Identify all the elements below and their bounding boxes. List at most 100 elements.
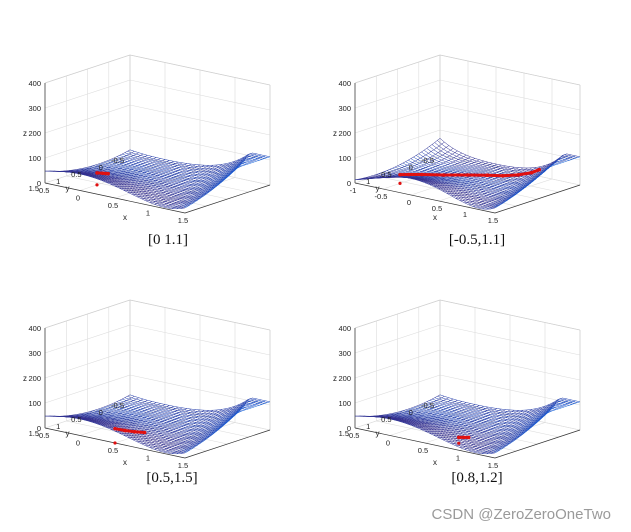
minimum-marker [398,181,402,185]
x-tick-label: 0.5 [432,204,442,213]
caption-plot-3: [0.5,1.5] [146,470,198,486]
x-tick-label: 0.5 [418,446,428,455]
surface-mesh [354,394,581,455]
trajectory-point [456,435,461,440]
z-tick-label: 200 [28,129,41,138]
surface-plot-3: 0 100 200 300 400 -0.5 0 0.5 1 1.5 -0.5 0 0.5 1 1.5 z x y [23,285,300,470]
x-tick-label: -0.5 [37,431,50,440]
y-tick-label: 0 [409,408,413,417]
minimum-marker [457,441,461,445]
x-tick-label: 0 [76,194,80,203]
y-tick-label: 1.5 [29,429,39,438]
trajectory-point [100,171,105,176]
y-tick-label: -0.5 [421,401,434,410]
y-tick-label: 0 [409,163,413,172]
trajectory-point [420,172,424,177]
x-tick-label: -1 [350,186,357,195]
surface-plot-2: 0 100 200 300 400 -1 -0.5 0 0.5 1 1.5 -0.5 0 0.5 1 z x y [333,40,610,225]
trajectory-point [113,426,117,431]
y-tick-label: 0 [99,163,103,172]
trajectory-point [461,435,466,440]
trajectory-point [95,171,99,175]
y-tick-label: -0.5 [421,156,434,165]
surface-plot-1: 0 100 200 300 400 -0.5 0 0.5 1 1.5 -0.5 0 0.5 1 1.5 z x y [23,40,300,225]
y-tick-label: 1 [366,177,370,186]
surface-svg: 0 100 200 300 400 -1 -0.5 0 0.5 1 1.5 -0.5 0 0.5 1 z x y [333,54,581,225]
y-tick-label: 1.5 [29,184,39,193]
x-tick-label: 1.5 [178,461,188,470]
trajectory [113,426,147,445]
axes-lines [354,83,581,214]
trajectory-point [516,173,520,177]
y-axis-label: y [66,429,70,438]
trajectory-point [441,173,446,177]
y-axis-label: y [376,184,380,193]
trajectory-line [113,427,147,434]
y-tick-label: -0.5 [111,401,124,410]
x-tick-label: -0.5 [37,186,50,195]
x-tick-label: 1.5 [178,216,188,225]
y-tick-label: 1 [56,177,60,186]
z-tick-label: 100 [28,399,41,408]
z-tick-label: 0 [37,179,41,188]
trajectory-point [106,171,110,176]
z-tick-label: 100 [338,154,351,163]
trajectory-point [398,172,402,177]
z-tick-label: 200 [28,374,41,383]
trajectory [456,435,471,445]
x-tick-label: 1 [146,454,150,463]
y-tick-label: 0.5 [381,170,391,179]
x-tick-label: 1 [463,210,467,219]
x-tick-label: 1.5 [488,461,498,470]
surface-mesh [44,394,271,455]
trajectory [95,171,110,187]
y-tick-label: -0.5 [111,156,124,165]
trajectory-point [537,167,542,172]
z-axis-label: z [23,129,27,138]
x-tick-label: -0.5 [347,431,360,440]
y-tick-label: 0 [99,408,103,417]
trajectory-point [465,173,470,177]
y-tick-label: 1 [56,422,60,431]
z-tick-label: 0 [347,179,351,188]
minimum-marker [95,183,99,187]
surface-plot-4: 0 100 200 300 400 -0.5 0 0.5 1 1.5 -0.5 0 0.5 1 1.5 z x y [333,285,610,470]
x-tick-label: 0 [76,439,80,448]
x-tick-label: 0 [386,439,390,448]
z-axis-label: z [23,374,27,383]
axes-grid [354,54,581,214]
caption-plot-4: [0.8,1.2] [451,470,503,486]
z-tick-label: 300 [28,349,41,358]
trajectory-point [466,435,471,440]
y-tick-label: 0.5 [381,415,391,424]
z-axis-label: z [333,374,337,383]
x-axis-label: x [433,458,437,467]
z-tick-label: 200 [338,129,351,138]
minimum-marker [113,441,117,445]
trajectory-point [132,429,137,434]
trajectory-point [123,428,127,433]
trajectory-point [500,174,505,178]
x-tick-label: 1 [456,454,460,463]
z-tick-label: 300 [338,349,351,358]
axes-lines [354,328,581,459]
tick-labels: 0 100 200 300 400 -1 -0.5 0 0.5 1 1.5 -0.5 0 0.5 1 [338,79,498,225]
trajectory-point [142,430,147,435]
z-tick-label: 0 [37,424,41,433]
z-tick-label: 0 [347,424,351,433]
axes-lines [44,83,271,214]
y-tick-label: 0.5 [71,170,81,179]
x-axis-label: x [123,458,127,467]
x-tick-label: 0 [407,198,411,207]
x-tick-label: 0.5 [108,446,118,455]
z-tick-label: 400 [338,324,351,333]
z-tick-label: 100 [28,154,41,163]
x-tick-label: 1.5 [488,216,498,225]
trajectory-line [398,168,541,178]
z-tick-label: 400 [28,79,41,88]
y-tick-label: 1.5 [339,429,349,438]
z-axis-label: z [333,129,337,138]
